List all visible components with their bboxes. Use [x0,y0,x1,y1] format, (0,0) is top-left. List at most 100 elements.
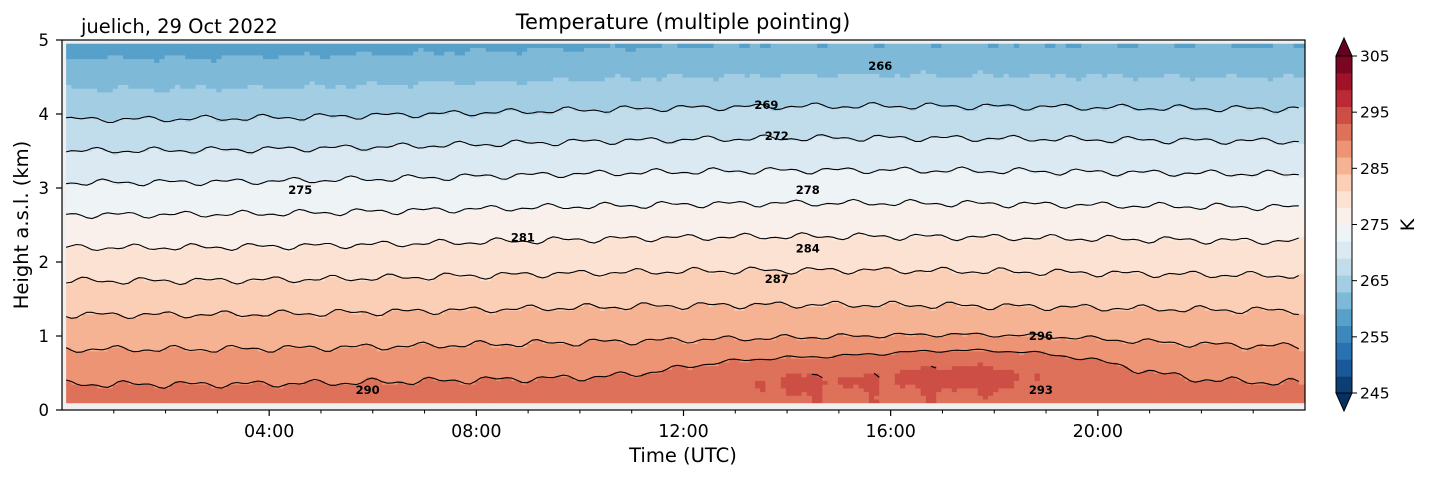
field-cell [180,132,186,137]
field-cell [268,276,274,282]
field-cell [190,51,197,56]
field-cell [86,284,93,289]
field-cell [309,310,316,315]
field-cell [92,269,98,274]
field-cell [237,158,243,163]
field-cell [164,65,171,71]
field-cell [71,125,78,130]
field-cell [231,62,238,67]
field-cell [185,321,192,326]
field-cell [102,276,109,282]
field-cell [128,280,135,285]
field-cell [262,165,269,171]
field-cell [169,225,176,230]
field-cell [159,273,166,278]
field-cell [123,206,129,211]
field-cell [299,99,305,104]
field-cell [138,236,145,241]
field-cell [257,84,264,89]
field-cell [273,306,280,311]
field-cell [169,173,176,178]
field-cell [211,250,217,256]
field-cell [180,350,186,356]
field-cell [242,154,249,159]
field-cell [185,51,192,56]
field-cell [262,117,269,122]
field-cell [169,65,176,71]
field-cell [247,358,254,363]
field-cell [330,254,337,259]
field-cell [190,236,197,241]
field-cell [102,324,109,330]
field-cell [195,121,202,126]
field-cell [154,151,160,156]
field-cell [200,210,207,215]
field-cell [252,51,259,56]
field-cell [159,125,166,130]
field-cell [304,154,311,159]
field-cell [149,280,155,285]
field-cell [283,239,290,245]
field-cell [319,176,326,182]
field-cell [143,380,150,385]
field-cell [247,239,254,245]
field-cell [97,287,103,293]
field-cell [195,328,202,333]
field-cell [71,217,78,222]
field-cell [216,376,223,381]
field-cell [86,199,93,204]
field-cell [112,125,119,130]
field-cell [262,247,269,252]
field-cell [268,213,274,219]
field-cell [268,125,274,130]
field-cell [190,125,197,130]
field-cell [288,343,295,348]
field-cell [314,269,321,274]
field-cell [66,232,72,237]
field-cell [257,88,264,93]
field-cell [159,91,166,97]
field-cell [319,284,326,289]
field-cell [273,350,280,356]
field-cell [325,147,331,152]
field-cell [221,206,228,211]
field-cell [216,347,223,352]
field-cell [211,317,217,322]
field-cell [190,369,197,374]
field-cell [71,358,78,363]
field-cell [299,154,305,159]
field-cell [174,213,181,219]
field-cell [81,239,88,245]
field-cell [262,232,269,237]
field-cell [66,332,72,337]
field-cell [149,136,155,141]
field-cell [185,154,192,159]
field-cell [159,373,166,378]
field-cell [325,254,331,259]
field-cell [107,254,114,259]
field-cell [185,169,192,174]
field-cell [71,77,78,82]
field-cell [226,332,233,337]
field-cell [149,232,155,237]
field-cell [257,247,264,252]
field-cell [247,173,254,178]
field-cell [309,324,316,330]
field-cell [71,299,78,304]
field-cell [237,106,243,111]
field-cell [268,91,274,97]
field-cell [319,232,326,237]
field-cell [257,299,264,304]
field-cell [247,254,254,259]
field-cell [211,154,217,159]
field-cell [325,169,331,174]
field-cell [174,339,181,344]
field-cell [309,54,316,60]
field-cell [211,114,217,119]
field-cell [299,162,305,167]
field-cell [149,213,155,219]
field-cell [205,265,212,270]
field-cell [257,365,264,370]
field-cell [185,58,192,63]
field-cell [262,239,269,245]
